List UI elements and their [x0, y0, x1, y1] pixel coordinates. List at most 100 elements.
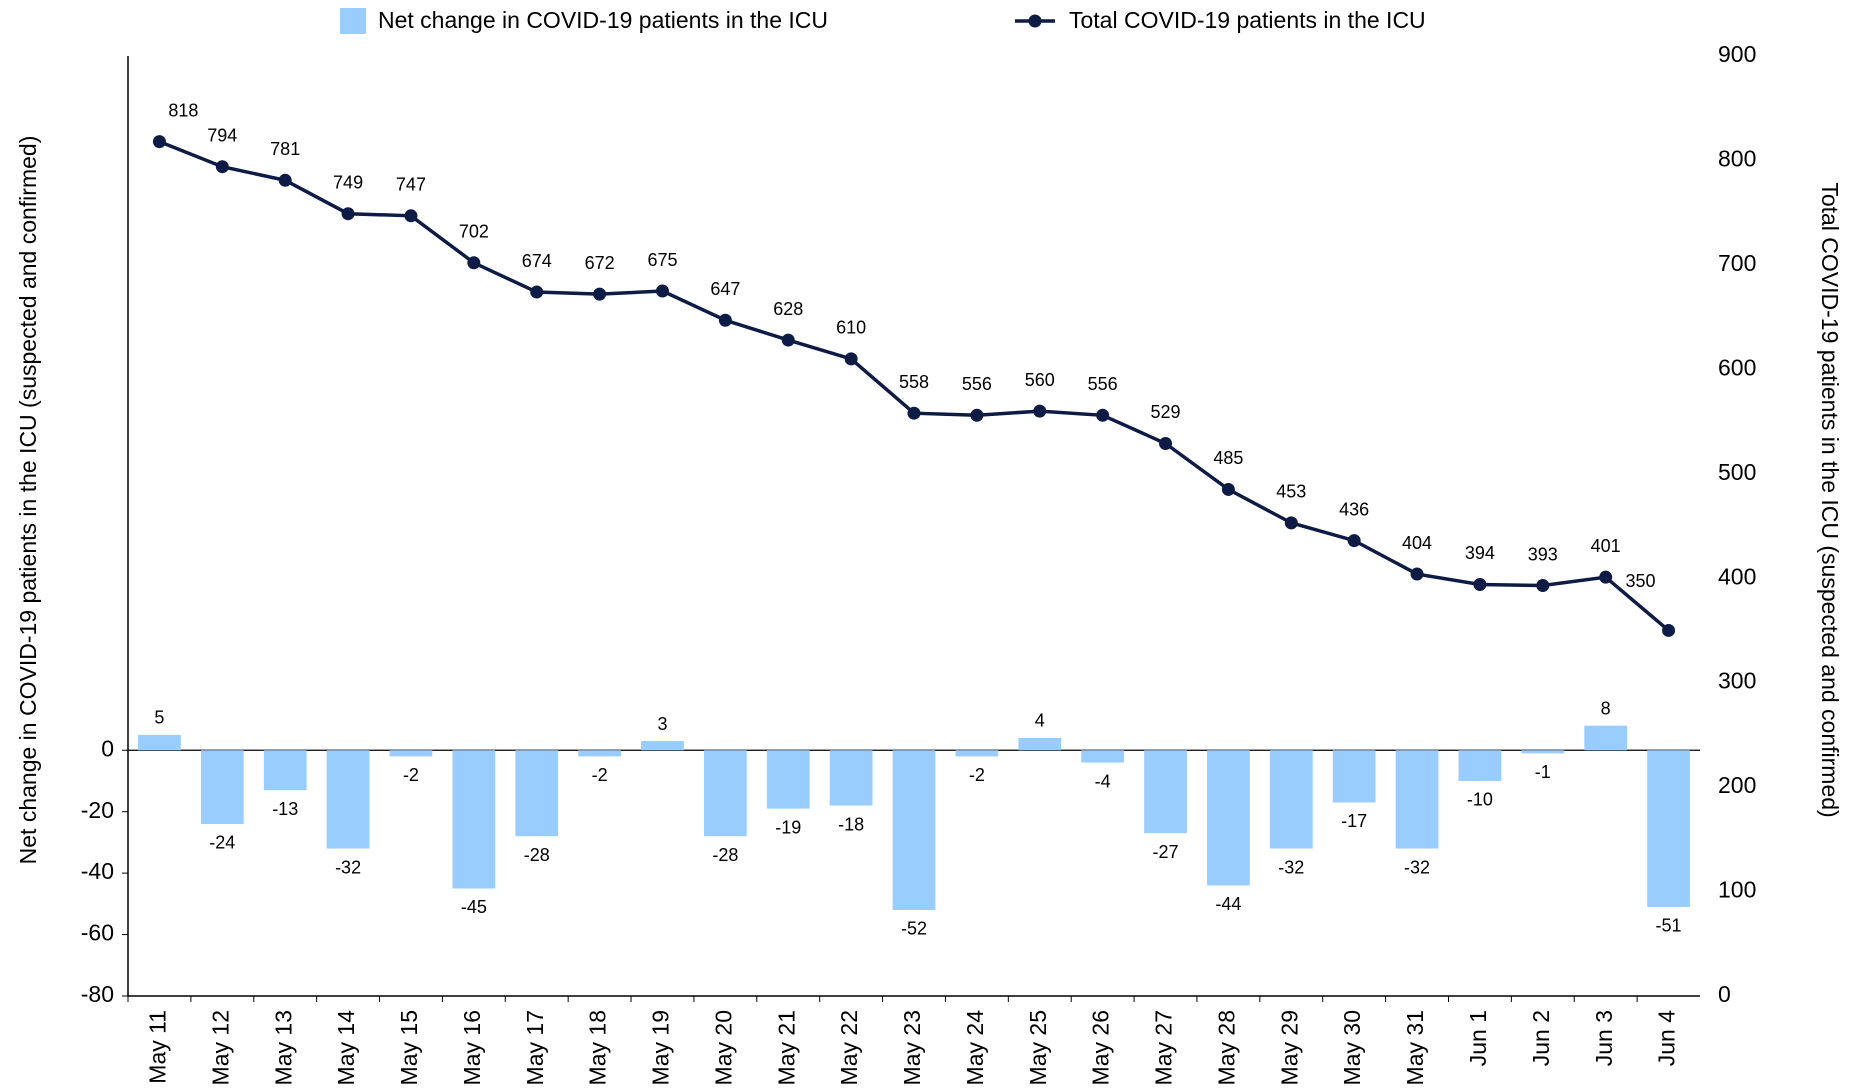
line-label: 702 [459, 222, 489, 242]
bar [703, 750, 747, 837]
line-label: 747 [396, 175, 426, 195]
bar [1018, 737, 1062, 751]
line-label: 818 [168, 100, 198, 120]
line-label: 672 [585, 253, 615, 273]
y2-tick-label: 700 [1718, 250, 1756, 276]
line-label: 610 [836, 318, 866, 338]
bar [1395, 750, 1439, 849]
x-tick-label: May 23 [899, 1010, 925, 1085]
line-point [781, 333, 795, 347]
y2-tick-label: 500 [1718, 459, 1756, 485]
bar [1647, 750, 1690, 907]
bar [1144, 750, 1187, 834]
bar [326, 750, 370, 849]
y-tick-label: -20 [81, 797, 114, 823]
bar-label: -2 [592, 765, 608, 785]
x-tick-label: May 16 [459, 1010, 485, 1085]
y-tick-label: -40 [81, 858, 114, 884]
bar [578, 750, 621, 757]
line-label: 628 [773, 299, 803, 319]
y2-tick-label: 0 [1718, 981, 1731, 1007]
y-tick-label: -80 [81, 981, 114, 1007]
bar-label: 5 [154, 708, 164, 728]
x-tick-label: May 30 [1339, 1010, 1365, 1085]
line-point [1284, 516, 1298, 530]
line-point [278, 173, 292, 187]
x-tick-label: Jun 1 [1465, 1010, 1491, 1066]
x-tick-label: May 28 [1213, 1010, 1239, 1085]
line-point [1410, 567, 1424, 581]
line-point [530, 285, 544, 299]
bar-label: -18 [838, 814, 864, 834]
x-tick-label: May 14 [333, 1010, 359, 1086]
bar [1458, 750, 1502, 781]
bar [200, 750, 244, 824]
x-tick-label: May 13 [270, 1010, 296, 1085]
y2-tick-label: 200 [1718, 772, 1756, 798]
x-tick-label: May 24 [962, 1010, 988, 1086]
line-point [1221, 482, 1235, 496]
line-label: 404 [1402, 533, 1432, 553]
line-label: 393 [1528, 544, 1558, 564]
line-label: 794 [207, 125, 237, 145]
bar-label: -32 [1278, 857, 1304, 877]
legend-label: Net change in COVID-19 patients in the I… [378, 7, 828, 33]
bar-label: -51 [1656, 916, 1682, 936]
bar-label: -27 [1153, 842, 1179, 862]
bar [1269, 750, 1313, 849]
line-point [467, 256, 481, 270]
bar [1207, 750, 1250, 886]
bar-label: -24 [209, 833, 235, 853]
bar [515, 750, 559, 837]
bar-label: -44 [1215, 894, 1241, 914]
bar-label: 4 [1035, 711, 1045, 731]
bar [766, 750, 810, 809]
line-point [404, 209, 418, 223]
y2-tick-label: 400 [1718, 563, 1756, 589]
y-axis-title: Net change in COVID-19 patients in the I… [15, 136, 41, 865]
line-label: 675 [647, 250, 677, 270]
x-tick-label: Jun 3 [1591, 1010, 1617, 1066]
legend-label: Total COVID-19 patients in the ICU [1069, 7, 1426, 33]
y2-tick-label: 800 [1718, 146, 1756, 172]
bar-label: -52 [901, 919, 927, 939]
x-tick-label: May 17 [522, 1010, 548, 1085]
bar [1584, 725, 1628, 751]
line-label: 529 [1150, 402, 1180, 422]
line-point [152, 135, 166, 149]
line-label: 749 [333, 172, 363, 192]
bar [955, 750, 999, 757]
line-label: 394 [1465, 543, 1495, 563]
line-point [844, 352, 858, 366]
x-tick-label: Jun 2 [1528, 1010, 1554, 1066]
line-point [970, 408, 984, 422]
line-label: 436 [1339, 499, 1369, 519]
bar-label: -28 [524, 845, 550, 865]
bar [829, 750, 873, 806]
line-point [1599, 570, 1613, 584]
bar [263, 750, 307, 791]
bar [138, 734, 181, 751]
bar-label: -17 [1341, 811, 1367, 831]
y-tick-label: -60 [81, 920, 114, 946]
bar [1332, 750, 1376, 803]
bar-label: -32 [1404, 857, 1430, 877]
x-tick-label: May 25 [1025, 1010, 1051, 1085]
x-tick-label: May 15 [396, 1010, 422, 1085]
bar-label: 3 [657, 714, 667, 734]
bar-label: 8 [1601, 698, 1611, 718]
bar [452, 750, 496, 889]
x-tick-label: May 31 [1402, 1010, 1428, 1085]
legend-swatch [1028, 14, 1042, 28]
line-point [907, 406, 921, 420]
bar-label: -2 [969, 765, 985, 785]
bar-label: -10 [1467, 790, 1493, 810]
line-label: 558 [899, 372, 929, 392]
line-label: 453 [1276, 482, 1306, 502]
line-point [1536, 579, 1550, 593]
bar-label: -32 [335, 857, 361, 877]
y2-tick-label: 900 [1718, 41, 1756, 67]
x-tick-label: May 20 [710, 1010, 736, 1085]
x-tick-label: May 19 [648, 1010, 674, 1085]
bar-label: -2 [403, 765, 419, 785]
